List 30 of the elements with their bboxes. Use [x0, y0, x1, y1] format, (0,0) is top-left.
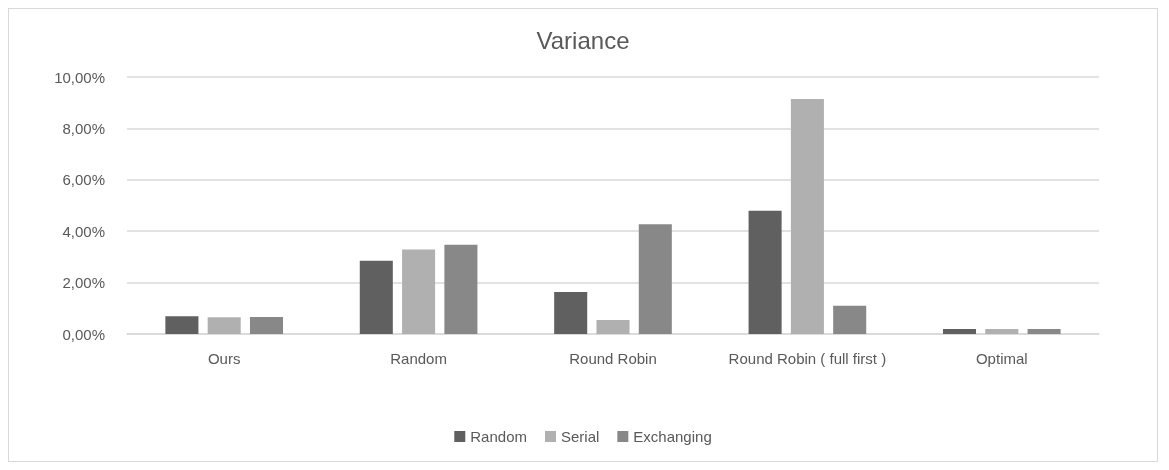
legend-label: Serial [560, 428, 600, 445]
x-tick-label: Random [390, 349, 447, 367]
x-tick-label: Optimal [975, 349, 1028, 367]
bar [790, 99, 824, 334]
bar [249, 317, 284, 334]
x-tick-label: Round Robin ( full first ) [728, 349, 887, 367]
bar [1027, 329, 1061, 334]
bar [748, 210, 782, 334]
legend-label: Exchanging [633, 428, 712, 445]
bar [165, 316, 199, 334]
x-tick-label: Round Robin [569, 349, 657, 367]
bar [985, 329, 1019, 334]
bar [359, 260, 393, 334]
x-tick-label: Ours [207, 349, 241, 367]
chart-title: Variance [536, 26, 630, 54]
y-tick-label: 0,00% [62, 325, 105, 343]
bar [638, 224, 672, 334]
y-tick-label: 10,00% [54, 68, 105, 86]
legend-label: Random [470, 428, 527, 445]
bar [942, 329, 977, 334]
bar [554, 292, 588, 334]
y-tick-label: 8,00% [62, 119, 105, 137]
bar [596, 320, 630, 334]
bar [444, 244, 478, 334]
bar [833, 305, 867, 334]
y-tick-label: 6,00% [62, 171, 105, 189]
y-tick-label: 2,00% [62, 274, 105, 292]
bar [402, 249, 436, 334]
y-tick-label: 4,00% [62, 222, 105, 240]
bar [207, 317, 241, 334]
